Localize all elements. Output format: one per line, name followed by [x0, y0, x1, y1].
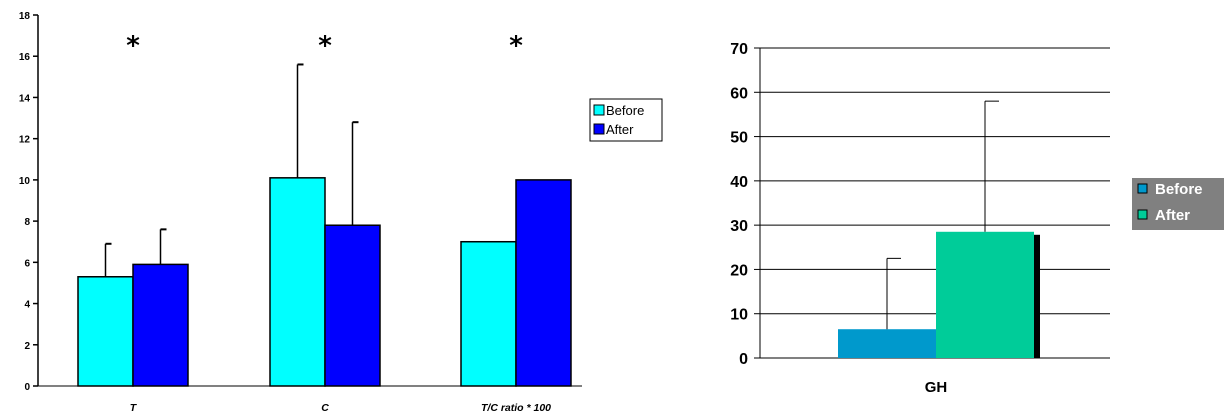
chart2-y-tick-label: 60	[730, 85, 748, 102]
chart1-category-label: T/C ratio * 100	[481, 402, 551, 414]
chart1-y-tick-label: 18	[19, 11, 31, 22]
chart2-bar-after	[936, 231, 1034, 358]
chart1-bar-before-c	[269, 177, 326, 387]
chart1-y-tick-label: 2	[24, 341, 30, 352]
chart1-y-tick-label: 0	[24, 382, 30, 393]
chart2-legend: Before After	[1132, 178, 1224, 230]
chart1-y-tick-label: 12	[19, 135, 31, 146]
chart1-bar-after-t-c-ratio-100	[515, 179, 572, 387]
chart1-y-tick-label: 8	[24, 217, 30, 228]
chart2-legend-swatch-after	[1137, 209, 1148, 220]
chart2-y-tick-label: 10	[730, 307, 748, 324]
chart1-bar-after-c	[324, 224, 381, 387]
chart2-legend-label-before: Before	[1155, 181, 1203, 198]
chart1-y-tick-label: 16	[19, 52, 31, 63]
chart1-significance-marker: *	[318, 31, 332, 61]
gh-bar-chart: 0 10 20 30 40 50 60 70 GH Before After	[730, 41, 1224, 396]
chart1-y-tick-label: 14	[19, 93, 31, 104]
chart1-y-tick-label: 6	[24, 258, 30, 269]
chart2-y-tick-label: 70	[730, 41, 748, 58]
chart1-y-tick-label: 10	[19, 176, 31, 187]
chart2-legend-label-after: After	[1155, 207, 1190, 224]
chart2-y-tick-label: 20	[730, 262, 748, 279]
chart2-y-tick-label: 50	[730, 130, 748, 147]
chart1-bar-before-t-c-ratio-100	[460, 240, 517, 387]
hormone-bar-chart: 0 2 4 6 8 10 12 14 16 18 * * * T C T/C ratio * 100 Be…	[19, 11, 663, 414]
chart1-legend-label-after: After	[606, 122, 634, 137]
chart2-y-tick-label: 40	[730, 174, 748, 191]
chart1-significance-marker: *	[126, 31, 140, 61]
chart2-y-tick-label: 30	[730, 218, 748, 235]
chart1-significance-marker: *	[509, 31, 523, 61]
chart1-bar-after-t	[132, 263, 189, 387]
chart2-y-tick-label: 0	[739, 351, 748, 368]
chart1-legend: Before After	[589, 98, 663, 142]
chart1-category-label: C	[321, 402, 329, 414]
chart1-bar-before-t	[77, 276, 134, 387]
chart2-category-label: GH	[925, 379, 948, 396]
chart2-legend-swatch-before	[1137, 183, 1148, 194]
chart1-category-label: T	[130, 402, 138, 414]
chart1-legend-swatch-before	[593, 104, 605, 116]
chart1-legend-swatch-after	[593, 123, 605, 135]
chart2-bar-before	[838, 329, 936, 358]
chart1-legend-label-before: Before	[606, 103, 644, 118]
chart1-y-tick-label: 4	[24, 300, 30, 311]
